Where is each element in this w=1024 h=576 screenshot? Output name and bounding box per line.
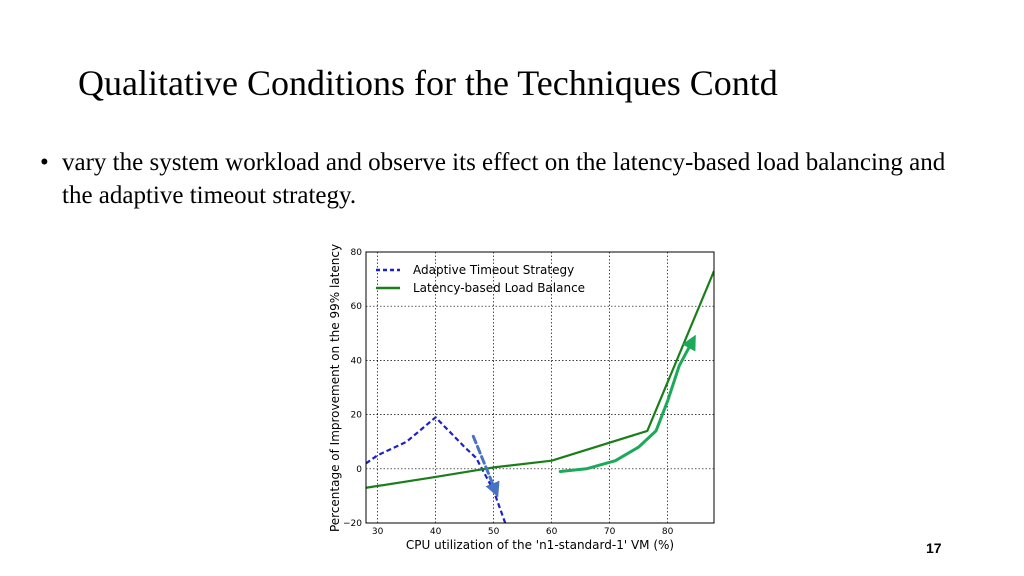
slide-title: Qualitative Conditions for the Technique… [78, 63, 778, 103]
x-tick-label: 70 [604, 527, 616, 537]
series-layer [366, 270, 714, 523]
legend-label-latency: Latency-based Load Balance [413, 281, 585, 295]
legend-label-adaptive: Adaptive Timeout Strategy [413, 263, 574, 277]
x-tick-label: 50 [488, 527, 500, 537]
x-tick-label: 40 [430, 527, 442, 537]
trend-arrow-up [558, 334, 696, 473]
bullet-text: vary the system workload and observe its… [62, 149, 946, 209]
trend-arrow-down [471, 434, 500, 498]
y-axis-title: Percentage of Improvement on the 99% lat… [328, 244, 342, 532]
y-tick-label: 0 [356, 465, 362, 475]
annotation-layer [471, 334, 696, 498]
page-number: 17 [926, 540, 942, 556]
series-line-latency-load-balance [366, 270, 714, 489]
y-tick-label: 60 [351, 302, 363, 312]
y-tick-label: 40 [351, 356, 363, 366]
legend: Adaptive Timeout Strategy Latency-based … [376, 263, 585, 295]
plot-frame [365, 251, 715, 524]
x-tick-label: 30 [372, 527, 384, 537]
x-tick-label: 80 [662, 527, 674, 537]
y-tick-label: 80 [351, 248, 363, 258]
bullet-marker: • [40, 149, 49, 176]
y-tick-label: −20 [343, 519, 362, 529]
tick-labels: 30 40 50 60 70 80 −20 0 20 40 60 80 [343, 248, 674, 537]
x-axis-title: CPU utilization of the 'n1-standard-1' V… [406, 538, 674, 552]
y-tick-label: 20 [351, 411, 363, 421]
bullet-point: • vary the system workload and observe i… [40, 146, 980, 212]
x-tick-label: 60 [546, 527, 558, 537]
